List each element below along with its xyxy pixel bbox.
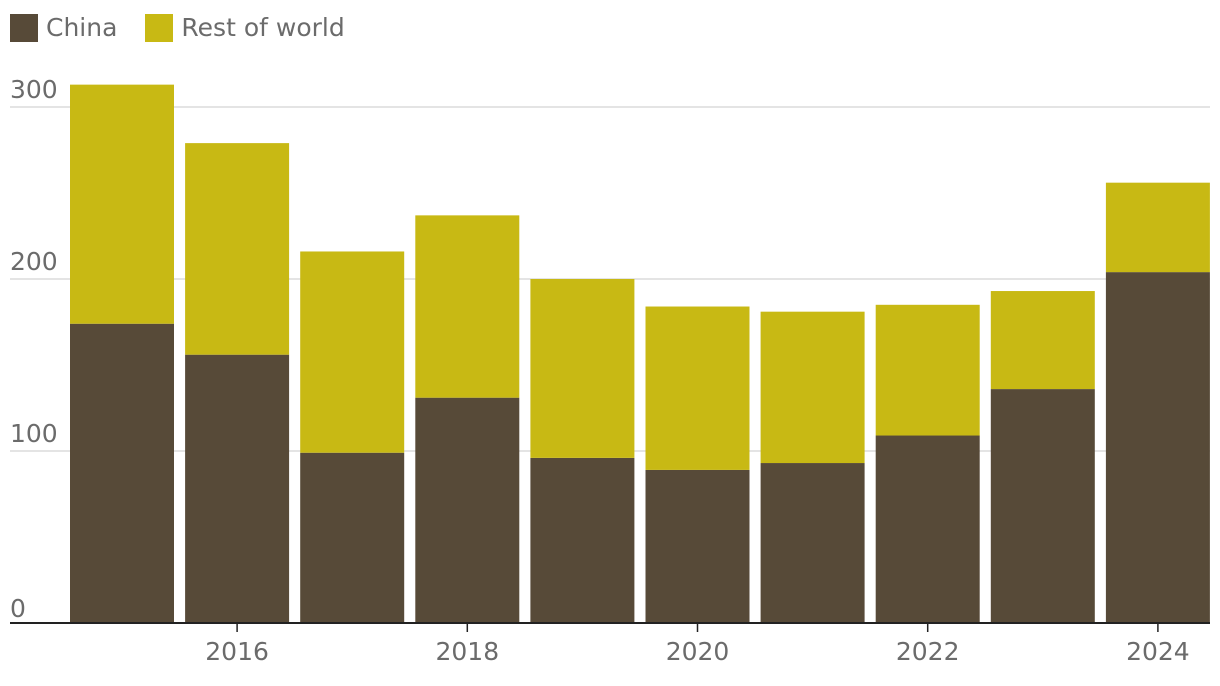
y-tick-label-300: 300 <box>10 75 58 104</box>
bar-china-2024 <box>1105 272 1210 623</box>
x-tick-label-2022: 2022 <box>896 637 960 666</box>
y-tick-label-100: 100 <box>10 419 58 448</box>
y-axis: 0 100 200 300 <box>10 75 58 623</box>
bar-rest-of-world-2021 <box>760 311 865 464</box>
bar-rest-of-world-2015 <box>70 84 174 324</box>
bar-china-2015 <box>70 323 174 623</box>
bar-rest-of-world-2018 <box>415 215 520 398</box>
legend: China Rest of world <box>10 12 373 44</box>
legend-label-rest-of-world: Rest of world <box>181 13 345 42</box>
bar-china-2017 <box>300 452 405 623</box>
bar-china-2022 <box>875 435 980 623</box>
bar-rest-of-world-2023 <box>990 291 1095 390</box>
legend-label-china: China <box>46 13 118 42</box>
legend-item-china: China <box>10 14 117 42</box>
x-tick-label-2018: 2018 <box>435 637 499 666</box>
bar-rest-of-world-2022 <box>875 304 980 436</box>
y-tick-label-200: 200 <box>10 247 58 276</box>
y-tick-label-0: 0 <box>10 594 26 623</box>
bar-rest-of-world-2017 <box>300 251 405 453</box>
legend-swatch-rest-of-world <box>145 14 174 42</box>
bar-china-2021 <box>760 463 865 623</box>
x-tick-label-2016: 2016 <box>205 637 269 666</box>
bar-china-2020 <box>645 469 750 623</box>
bar-rest-of-world-2024 <box>1105 182 1210 273</box>
legend-swatch-china <box>10 14 38 42</box>
bar-china-2019 <box>530 457 635 623</box>
x-tick-label-2020: 2020 <box>666 637 730 666</box>
bar-china-2016 <box>185 354 290 623</box>
bar-china-2023 <box>990 389 1095 623</box>
bar-rest-of-world-2019 <box>530 279 635 458</box>
x-axis: 2016 2018 2020 2022 2024 <box>10 622 1210 666</box>
bar-rest-of-world-2016 <box>185 143 290 355</box>
bar-rest-of-world-2020 <box>645 306 750 470</box>
bars <box>70 84 1210 623</box>
x-tick-label-2024: 2024 <box>1126 637 1190 666</box>
bar-china-2018 <box>415 397 520 623</box>
legend-item-rest-of-world: Rest of world <box>145 13 345 42</box>
